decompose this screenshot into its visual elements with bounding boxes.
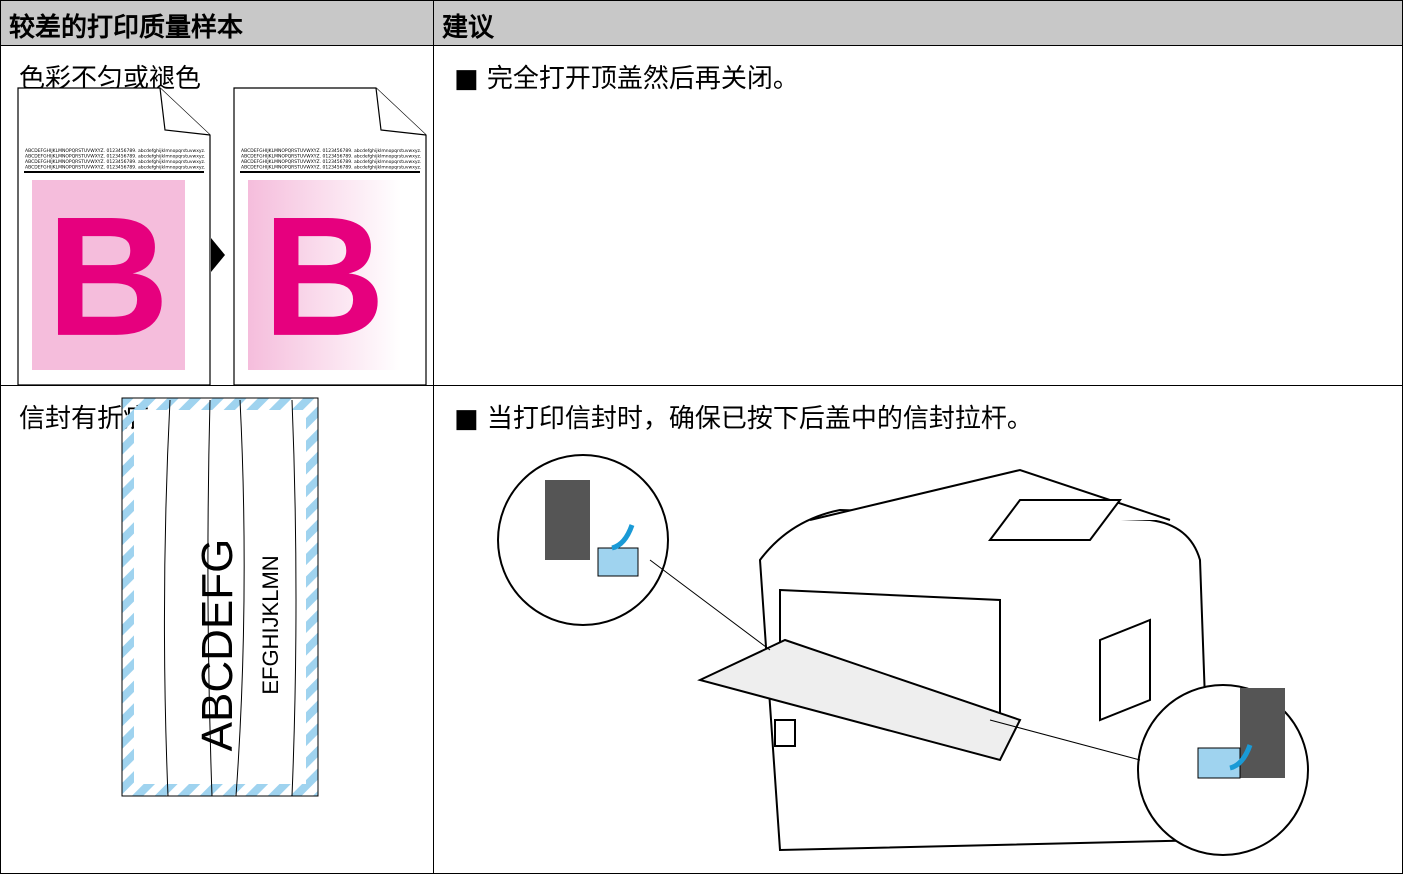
sample-lines: ABCDEFGHIJKLMNOPQRSTUVWXYZ. 0123456789. … xyxy=(25,148,421,171)
printer xyxy=(697,468,1212,852)
sample-line: ABCDEFGHIJKLMNOPQRSTUVWXYZ. 0123456789. … xyxy=(25,148,205,154)
sample-letter: B xyxy=(263,182,386,372)
sample-line: ABCDEFGHIJKLMNOPQRSTUVWXYZ. 0123456789. … xyxy=(241,159,421,165)
sample-letter: B xyxy=(47,182,170,372)
sample-line: ABCDEFGHIJKLMNOPQRSTUVWXYZ. 0123456789. … xyxy=(241,165,421,171)
envelope: ABCDEFG EFGHIJKLMN xyxy=(121,397,319,797)
envelope-text: ABCDEFG xyxy=(193,539,242,752)
advice-text: ■ 完全打开顶盖然后再关闭。 xyxy=(454,64,799,94)
sample-line: ABCDEFGHIJKLMNOPQRSTUVWXYZ. 0123456789. … xyxy=(25,159,205,165)
sample-line: ABCDEFGHIJKLMNOPQRSTUVWXYZ. 0123456789. … xyxy=(241,148,421,154)
zoom-circle xyxy=(497,454,1309,856)
header-cell: 较差的打印质量样本 xyxy=(0,0,434,46)
sample-line: ABCDEFGHIJKLMNOPQRSTUVWXYZ. 0123456789. … xyxy=(25,154,205,160)
advice-text: ■ 当打印信封时，确保已按下后盖中的信封拉杆。 xyxy=(454,404,1033,434)
sample-line: ABCDEFGHIJKLMNOPQRSTUVWXYZ. 0123456789. … xyxy=(25,165,205,171)
sample-line: ABCDEFGHIJKLMNOPQRSTUVWXYZ. 0123456789. … xyxy=(241,154,421,160)
envelope-text: EFGHIJKLMN xyxy=(258,555,283,694)
